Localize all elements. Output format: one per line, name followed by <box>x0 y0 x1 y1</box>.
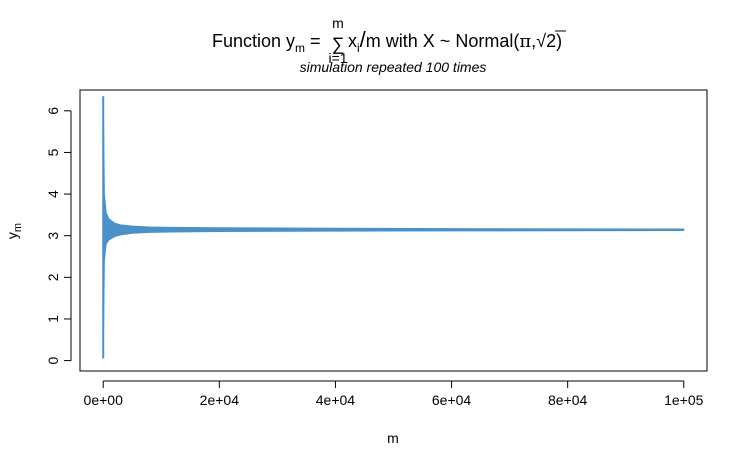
y-axis-title-main: y <box>4 232 20 239</box>
title-comma: , <box>531 31 536 51</box>
y-tick-label: 2 <box>45 273 61 281</box>
x-axis: 0e+00 2e+04 4e+04 6e+04 8e+04 1e+05 <box>84 380 704 408</box>
x-tick-label: 2e+04 <box>200 392 240 408</box>
y-tick-label: 6 <box>45 107 61 115</box>
y-tick-label: 1 <box>45 315 61 323</box>
title-middle: m with X ~ Normal( <box>366 31 520 51</box>
y-tick-label: 4 <box>45 190 61 198</box>
series-band <box>102 96 685 359</box>
x-tick-label: 1e+05 <box>664 392 704 408</box>
title-close: ) <box>556 31 562 51</box>
title-term: x <box>348 31 357 51</box>
title-eq: = <box>305 31 321 51</box>
x-axis-title: m <box>387 430 399 446</box>
title-slash: / <box>360 27 367 52</box>
x-tick-label: 6e+04 <box>432 392 472 408</box>
y-axis-title-sub: m <box>12 223 24 232</box>
chart-title: Function ym = <box>212 31 321 55</box>
x-tick-label: 8e+04 <box>548 392 588 408</box>
y-tick-label: 5 <box>45 148 61 156</box>
x-tick-label: 0e+00 <box>84 392 124 408</box>
title-sum-bottom: i=1 <box>328 50 347 66</box>
chart-subtitle: simulation repeated 100 times <box>300 59 487 75</box>
plot-frame <box>79 89 708 372</box>
title-prefix-sub: m <box>295 41 305 55</box>
title-sqrt-arg: 2 <box>546 31 556 51</box>
chart-title-rest: xi/m with X ~ Normal(π,√2) <box>348 27 562 55</box>
y-axis: 0 1 2 3 4 5 6 <box>45 107 72 364</box>
title-term-sub: i <box>357 41 360 55</box>
title-pi: π <box>519 31 531 52</box>
x-tick-label: 4e+04 <box>316 392 356 408</box>
title-sum-symbol: ∑ <box>332 34 345 54</box>
title-prefix: Function y <box>212 31 295 51</box>
y-tick-label: 3 <box>45 232 61 240</box>
title-sum-top: m <box>332 15 344 31</box>
y-tick-label: 0 <box>45 356 61 364</box>
y-axis-title: ym <box>4 223 24 239</box>
title-sqrt: √ <box>536 31 546 51</box>
